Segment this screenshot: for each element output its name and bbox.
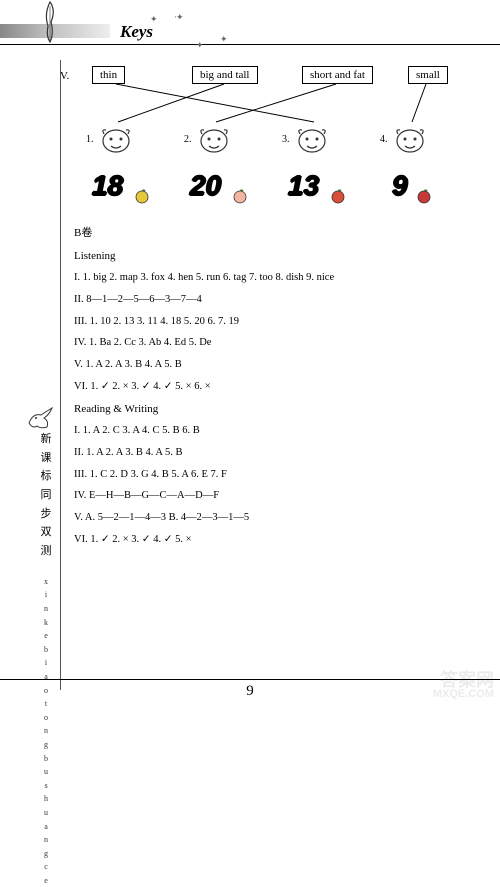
peach-icon	[232, 188, 248, 207]
spark-icon: ✦	[220, 34, 227, 45]
connector-3	[412, 84, 426, 122]
py-char: n	[38, 833, 54, 847]
listening-IV: IV. 1. Ba 2. Cc 3. Ab 4. Ed 5. De	[74, 335, 474, 351]
apple-icon	[330, 188, 346, 207]
match-box-1: big and tall	[192, 66, 258, 84]
reading-V: V. A. 5—2—1—4—3 B. 4—2—3—1—5	[74, 510, 474, 526]
bird-icon	[25, 405, 55, 433]
reading-II: II. 1. A 2. A 3. B 4. A 5. B	[74, 445, 474, 461]
header-title: Keys	[120, 22, 153, 42]
listening-III: III. 1. 10 2. 13 3. 11 4. 18 5. 20 6. 7.…	[74, 314, 474, 330]
cn-char: 课	[38, 449, 54, 468]
match-number-9: 9	[392, 170, 408, 202]
header-rule	[0, 44, 500, 45]
reading-VI: VI. 1. ✓ 2. × 3. ✓ 4. ✓ 5. ×	[74, 532, 474, 548]
match-face-2: 2.	[196, 124, 232, 159]
margin-line	[60, 60, 61, 690]
strawberry-icon	[416, 188, 432, 207]
match-face-1: 1.	[98, 124, 134, 159]
page: Keys ✦ ·✦ ·✦ ✦ V. thin big and tall short …	[0, 0, 500, 704]
answers-content: B卷 Listening I. 1. big 2. map 3. fox 4. …	[74, 225, 474, 554]
match-number-13: 13	[288, 170, 319, 202]
match-face-4: 4.	[392, 124, 428, 159]
py-char: n	[38, 602, 54, 616]
py-char: e	[38, 874, 54, 887]
py-char: i	[38, 656, 54, 670]
footer-rule	[0, 679, 500, 680]
py-char: u	[38, 765, 54, 779]
py-char: a	[38, 670, 54, 684]
cn-char: 步	[38, 505, 54, 524]
face-index: 3.	[282, 134, 290, 145]
py-char: s	[38, 779, 54, 793]
listening-VI: VI. 1. ✓ 2. × 3. ✓ 4. ✓ 5. × 6. ×	[74, 379, 474, 395]
face-icon	[196, 124, 232, 156]
sidebar-py: xinkebiaotongbushuangce	[38, 575, 54, 887]
py-char: o	[38, 711, 54, 725]
py-char: a	[38, 820, 54, 834]
face-index: 1.	[86, 134, 94, 145]
connector-1	[118, 84, 224, 122]
match-number-20: 20	[190, 170, 221, 202]
cn-char: 同	[38, 486, 54, 505]
match-box-0: thin	[92, 66, 125, 84]
page-number: 9	[0, 683, 500, 700]
watermark-top: 答案网	[433, 671, 494, 689]
py-char: g	[38, 738, 54, 752]
py-char: b	[38, 643, 54, 657]
spark-icon: ✦	[150, 14, 157, 25]
face-icon	[392, 124, 428, 156]
listening-label: Listening	[74, 248, 474, 265]
cn-char: 标	[38, 467, 54, 486]
watermark: 答案网 MXQE.COM	[433, 671, 494, 700]
py-char: c	[38, 860, 54, 874]
listening-II: II. 8—1—2—5—6—3—7—4	[74, 292, 474, 308]
reading-label: Reading & Writing	[74, 401, 474, 418]
match-box-3: small	[408, 66, 448, 84]
py-char: e	[38, 629, 54, 643]
face-icon	[98, 124, 134, 156]
py-char: b	[38, 752, 54, 766]
sidebar-cn: 新课标同步双测	[38, 430, 54, 561]
listening-I: I. 1. big 2. map 3. fox 4. hen 5. run 6.…	[74, 270, 474, 286]
face-index: 4.	[380, 134, 388, 145]
match-box-2: short and fat	[302, 66, 373, 84]
listening-V: V. 1. A 2. A 3. B 4. A 5. B	[74, 357, 474, 373]
watermark-bottom: MXQE.COM	[433, 689, 494, 700]
banana-icon	[134, 188, 150, 207]
py-char: i	[38, 588, 54, 602]
feather-icon	[40, 0, 60, 44]
py-char: h	[38, 792, 54, 806]
connector-0	[116, 84, 314, 122]
cn-char: 双	[38, 523, 54, 542]
connector-2	[216, 84, 336, 122]
reading-IV: IV. E—H—B—G—C—A—D—F	[74, 488, 474, 504]
reading-I: I. 1. A 2. C 3. A 4. C 5. B 6. B	[74, 423, 474, 439]
reading-III: III. 1. C 2. D 3. G 4. B 5. A 6. E 7. F	[74, 467, 474, 483]
py-char: x	[38, 575, 54, 589]
section-v-label: V.	[60, 70, 69, 82]
py-char: u	[38, 806, 54, 820]
face-index: 2.	[184, 134, 192, 145]
face-icon	[294, 124, 330, 156]
b-paper-label: B卷	[74, 225, 474, 242]
sidebar: 新课标同步双测 xinkebiaotongbushuangce	[38, 430, 54, 887]
cn-char: 新	[38, 430, 54, 449]
header: Keys ✦ ·✦ ·✦ ✦	[0, 0, 500, 48]
match-number-18: 18	[92, 170, 123, 202]
py-char: k	[38, 616, 54, 630]
spark-icon: ·✦	[194, 40, 203, 51]
spark-icon: ·✦	[174, 12, 183, 23]
py-char: n	[38, 724, 54, 738]
cn-char: 测	[38, 542, 54, 561]
match-face-3: 3.	[294, 124, 330, 159]
py-char: g	[38, 847, 54, 861]
